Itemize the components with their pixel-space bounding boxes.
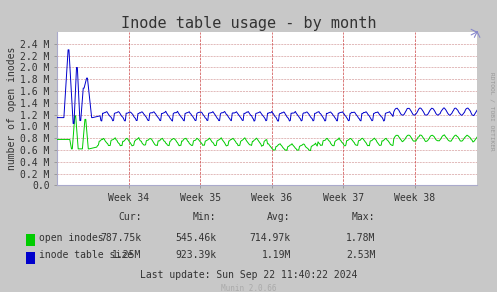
Text: 1.25M: 1.25M: [112, 251, 142, 260]
Text: inode table size: inode table size: [39, 251, 133, 260]
Text: 545.46k: 545.46k: [175, 233, 216, 243]
Text: Munin 2.0.66: Munin 2.0.66: [221, 284, 276, 292]
Text: 923.39k: 923.39k: [175, 251, 216, 260]
Text: 787.75k: 787.75k: [100, 233, 142, 243]
Text: 1.78M: 1.78M: [346, 233, 375, 243]
Text: 1.19M: 1.19M: [261, 251, 291, 260]
Text: RDTOOL / TOBI OETIKER: RDTOOL / TOBI OETIKER: [490, 72, 495, 150]
Text: Last update: Sun Sep 22 11:40:22 2024: Last update: Sun Sep 22 11:40:22 2024: [140, 270, 357, 280]
Text: 2.53M: 2.53M: [346, 251, 375, 260]
Text: Cur:: Cur:: [118, 213, 142, 223]
Y-axis label: number of open inodes: number of open inodes: [7, 47, 17, 171]
Text: Avg:: Avg:: [267, 213, 291, 223]
Text: Min:: Min:: [193, 213, 216, 223]
Text: Inode table usage - by month: Inode table usage - by month: [121, 16, 376, 31]
Text: open inodes: open inodes: [39, 233, 103, 243]
Text: 714.97k: 714.97k: [249, 233, 291, 243]
Text: Max:: Max:: [352, 213, 375, 223]
